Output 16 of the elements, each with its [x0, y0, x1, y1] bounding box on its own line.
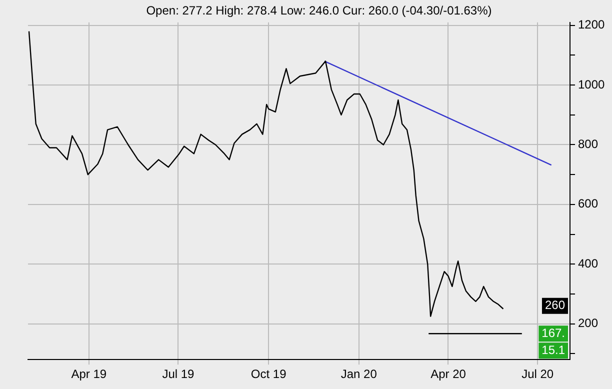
y-tick-label: 1200	[578, 18, 606, 32]
y-tick-label: 600	[578, 196, 598, 211]
y-tick-label: 800	[578, 137, 598, 152]
x-tick-label: Oct 19	[250, 367, 287, 382]
annotation: 260	[544, 298, 566, 312]
chart-subtitle: Open: 277.2 High: 278.4 Low: 246.0 Cur: 260.0 (-04.30/-01.63%)	[146, 4, 492, 18]
x-tick-label: Apr 20	[430, 367, 466, 382]
annotation: 167.	[542, 326, 566, 340]
x-tick-label: Apr 19	[71, 367, 107, 382]
y-tick-label: 1000	[578, 77, 606, 92]
y-tick-label: 400	[578, 256, 598, 270]
x-tick-label: Jul 19	[162, 367, 195, 382]
x-tick-label: Jul 20	[522, 367, 554, 382]
x-tick-label: Jan 20	[340, 367, 378, 382]
annotation: 15.1	[542, 342, 566, 357]
y-tick-label: 200	[578, 316, 598, 330]
